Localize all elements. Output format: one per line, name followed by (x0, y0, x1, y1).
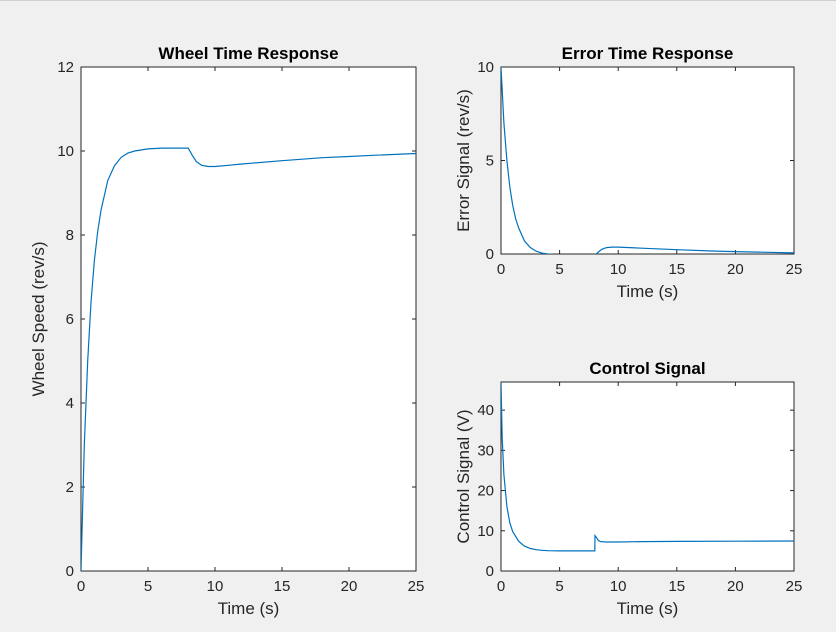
error-response-ytick-label: 0 (486, 246, 494, 263)
control-signal-title: Control Signal (589, 359, 705, 378)
control-signal-xtick-label: 0 (497, 578, 505, 595)
wheel-response-plot-area (80, 66, 417, 572)
control-signal-chart: 0 5 10 15 20 25 0 10 20 30 40 Control Signal Time (s… (454, 359, 802, 618)
control-signal-xtick-label: 10 (610, 578, 627, 595)
error-response-xtick-label: 0 (497, 261, 505, 278)
control-signal-ytick-label: 30 (477, 442, 494, 459)
error-response-ylabel: Error Signal (rev/s) (454, 89, 473, 232)
control-signal-ytick-label: 40 (477, 402, 494, 419)
control-signal-ytick-label: 0 (486, 563, 494, 580)
wheel-response-ytick-label: 10 (57, 143, 74, 160)
wheel-response-ytick-label: 0 (66, 563, 74, 580)
wheel-response-series-line (81, 147, 416, 571)
error-response-chart: 0 5 10 15 20 25 0 5 10 Error Time Response Time (s… (454, 44, 802, 301)
error-response-ytick-label: 5 (486, 153, 494, 170)
wheel-response-xtick-label: 5 (144, 578, 152, 595)
wheel-response-ytick-label: 2 (66, 479, 74, 496)
wheel-response-ytick-label: 6 (66, 311, 74, 328)
error-response-xtick-label: 25 (786, 261, 803, 278)
control-signal-xtick-label: 20 (727, 578, 744, 595)
control-signal-xtick-label: 25 (786, 578, 803, 595)
wheel-response-xtick-label: 25 (408, 578, 425, 595)
wheel-response-xlabel: Time (s) (218, 599, 280, 618)
wheel-response-chart: 0 5 10 15 20 25 0 2 4 6 8 10 12 Wheel Time Response Ti… (29, 44, 424, 618)
error-response-xtick-label: 15 (668, 261, 685, 278)
control-signal-xtick-label: 5 (555, 578, 563, 595)
error-response-xtick-label: 20 (727, 261, 744, 278)
window-top-border (0, 0, 836, 1)
wheel-response-xtick-label: 15 (274, 578, 291, 595)
control-signal-ytick-label: 20 (477, 483, 494, 500)
control-signal-ylabel: Control Signal (V) (454, 409, 473, 543)
control-signal-plot-area (500, 381, 795, 572)
wheel-response-ytick-label: 8 (66, 227, 74, 244)
error-response-xtick-label: 5 (555, 261, 563, 278)
error-response-title: Error Time Response (562, 44, 734, 63)
control-signal-ytick-label: 10 (477, 523, 494, 540)
error-response-ytick-label: 10 (477, 59, 494, 76)
error-response-xlabel: Time (s) (617, 282, 679, 301)
wheel-response-title: Wheel Time Response (158, 44, 338, 63)
control-signal-xlabel: Time (s) (617, 599, 679, 618)
wheel-response-xtick-label: 10 (207, 578, 224, 595)
control-signal-xtick-label: 15 (668, 578, 685, 595)
error-response-series-line (501, 67, 794, 254)
wheel-response-ytick-label: 4 (66, 395, 74, 412)
wheel-response-xtick-label: 0 (77, 578, 85, 595)
control-signal-series-line (501, 382, 794, 552)
wheel-response-ytick-label: 12 (57, 59, 74, 76)
error-response-plot-area (500, 66, 795, 255)
wheel-response-xtick-label: 20 (341, 578, 358, 595)
wheel-response-ylabel: Wheel Speed (rev/s) (29, 242, 48, 397)
error-response-xtick-label: 10 (610, 261, 627, 278)
